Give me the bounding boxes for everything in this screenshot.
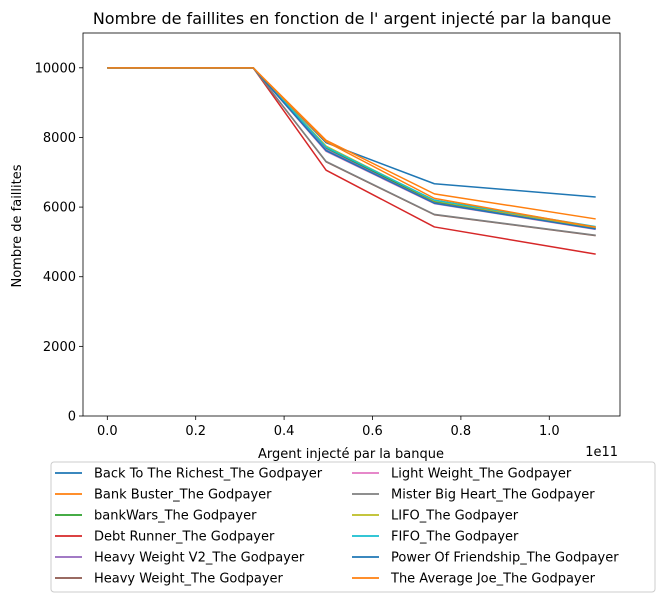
legend-label-4: Heavy Weight V2_The Godpayer <box>94 551 305 566</box>
legend-label-2: bankWars_The Godpayer <box>94 509 257 524</box>
y-tick-label: 6000 <box>43 201 76 216</box>
series-line-11 <box>107 67 596 229</box>
series-line-9 <box>107 67 596 228</box>
legend-label-3: Debt Runner_The Godpayer <box>94 530 275 545</box>
series-line-0 <box>107 67 596 198</box>
legend-label-8: LIFO_The Godpayer <box>391 509 519 524</box>
legend-label-9: FIFO_The Godpayer <box>391 530 519 545</box>
x-tick-label: 0.4 <box>274 424 295 439</box>
legend-label-7: Mister Big Heart_The Godpayer <box>391 488 595 503</box>
legend-box <box>50 461 656 593</box>
x-axis-label: Argent injecté par la banque <box>258 447 444 462</box>
legend: Back To The Richest_The Godpayer Bank Bus… <box>50 461 656 593</box>
x-tick-label: 0.8 <box>451 424 472 439</box>
y-tick-label: 8000 <box>43 131 76 146</box>
series-line-8 <box>107 67 596 229</box>
series-line-10 <box>107 67 596 230</box>
y-axis-label: Nombre de faillites <box>10 164 25 287</box>
x-tick-label: 0.6 <box>362 424 383 439</box>
legend-label-10: Power Of Friendship_The Godpayer <box>391 551 619 566</box>
chart-title: Nombre de faillites en fonction de l' ar… <box>93 9 611 28</box>
legend-label-1: Bank Buster_The Godpayer <box>94 488 272 503</box>
legend-label-11: The Average Joe_The Godpayer <box>390 572 596 587</box>
plot-frame <box>82 32 621 417</box>
x-tick-label: 0.2 <box>185 424 206 439</box>
plot-area: 0 2000 4000 6000 8000 10000 0.0 0.2 0.4 0.6 0.8 1.0 <box>35 32 621 439</box>
y-tick-label: 2000 <box>43 340 76 355</box>
y-tick-label: 10000 <box>35 61 76 76</box>
y-tick-label: 0 <box>68 410 76 425</box>
series-line-4 <box>107 67 596 230</box>
x-axis-offset-label: 1e11 <box>585 445 618 460</box>
legend-label-6: Light Weight_The Godpayer <box>391 467 572 482</box>
x-tick-label: 0.0 <box>97 424 118 439</box>
series-line-6 <box>107 67 596 231</box>
series-line-2 <box>107 67 596 230</box>
legend-label-0: Back To The Richest_The Godpayer <box>94 467 323 482</box>
legend-label-5: Heavy Weight_The Godpayer <box>94 572 284 587</box>
x-tick-label: 1.0 <box>539 424 560 439</box>
series-line-1 <box>107 67 596 220</box>
y-tick-label: 4000 <box>43 270 76 285</box>
